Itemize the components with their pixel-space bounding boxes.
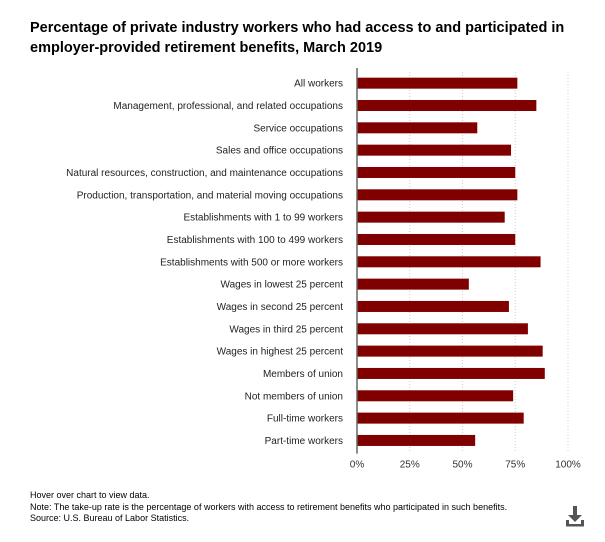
bar[interactable] [357, 99, 537, 111]
x-tick-label: 50% [452, 460, 472, 471]
bar[interactable] [357, 144, 512, 156]
category-label: Sales and office occupations [216, 146, 343, 157]
bar[interactable] [357, 412, 524, 424]
category-label: All workers [294, 79, 343, 90]
bar[interactable] [357, 323, 528, 335]
bar[interactable] [357, 77, 518, 89]
chart-notes: Hover over chart to view data. Note: The… [30, 490, 507, 525]
bar[interactable] [357, 367, 545, 379]
source-text: Source: U.S. Bureau of Labor Statistics. [30, 513, 190, 523]
bars[interactable] [357, 77, 545, 446]
category-label: Production, transportation, and material… [77, 190, 343, 201]
bar[interactable] [357, 211, 505, 223]
x-tick-label: 0% [350, 460, 365, 471]
bar[interactable] [357, 390, 514, 402]
x-tick-label: 100% [555, 460, 581, 471]
category-label: Wages in lowest 25 percent [221, 280, 344, 291]
category-label: Full-time workers [267, 414, 343, 425]
category-labels: All workers Management, professional, and… [66, 79, 343, 447]
category-label: Wages in third 25 percent [229, 324, 343, 335]
bar[interactable] [357, 256, 541, 268]
category-label: Members of union [263, 369, 343, 380]
download-icon[interactable] [565, 505, 585, 527]
chart-title: Percentage of private industry workers w… [30, 20, 565, 56]
category-label: Management, professional, and related oc… [113, 101, 343, 112]
bar[interactable] [357, 189, 518, 201]
bar[interactable] [357, 233, 516, 245]
x-axis-ticks: 0% 25% 50% 75% 100% [350, 460, 581, 471]
bar[interactable] [357, 122, 478, 134]
category-label: Establishments with 100 to 499 workers [167, 235, 343, 246]
bar-chart[interactable]: All workers Management, professional, and… [0, 0, 605, 485]
hover-hint: Hover over chart to view data. [30, 490, 150, 500]
category-label: Part-time workers [265, 436, 343, 447]
bar[interactable] [357, 166, 516, 178]
category-label: Wages in highest 25 percent [217, 347, 344, 358]
category-label: Natural resources, construction, and mai… [66, 168, 343, 179]
category-label: Service occupations [254, 123, 344, 134]
bar[interactable] [357, 300, 509, 312]
category-label: Wages in second 25 percent [217, 302, 344, 313]
category-label: Establishments with 1 to 99 workers [183, 213, 343, 224]
bar[interactable] [357, 345, 543, 357]
x-tick-label: 25% [400, 460, 420, 471]
category-label: Establishments with 500 or more workers [160, 257, 343, 268]
x-tick-label: 75% [505, 460, 525, 471]
bar[interactable] [357, 434, 476, 446]
bar[interactable] [357, 278, 469, 290]
category-label: Not members of union [245, 391, 343, 402]
note-text: Note: The take-up rate is the percentage… [30, 501, 508, 512]
